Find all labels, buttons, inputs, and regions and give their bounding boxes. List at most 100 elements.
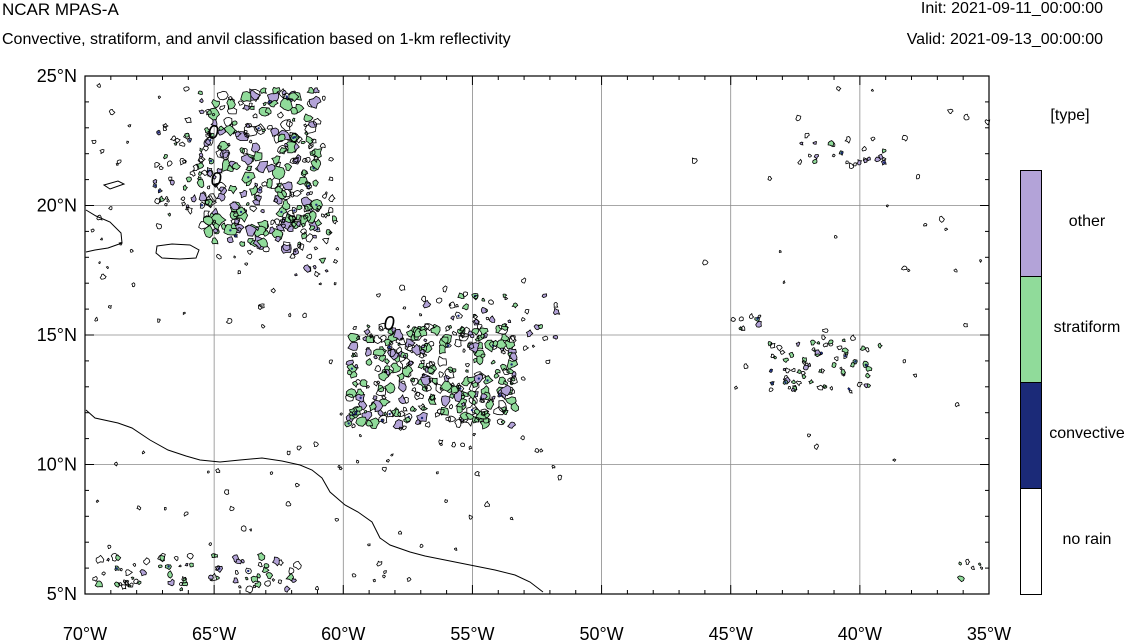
precip-cell bbox=[466, 402, 480, 417]
precip-cell bbox=[211, 219, 216, 225]
latitude-label: 20°N bbox=[37, 196, 77, 216]
precip-cell bbox=[808, 378, 815, 385]
precip-cell bbox=[378, 414, 388, 424]
precip-cell bbox=[796, 369, 802, 374]
precip-cell bbox=[285, 501, 292, 507]
latitude-label: 10°N bbox=[37, 455, 77, 475]
precip-cell bbox=[464, 362, 471, 368]
precip-cell bbox=[449, 393, 455, 400]
precip-cell bbox=[383, 411, 387, 417]
precip-cell bbox=[99, 273, 107, 280]
precip-cell bbox=[208, 574, 214, 580]
init-time: Init: 2021-09-11_00:00:00 bbox=[920, 0, 1103, 17]
precip-cell bbox=[184, 562, 189, 567]
precip-cell bbox=[811, 347, 816, 351]
precip-cell bbox=[877, 153, 884, 160]
precip-cell bbox=[314, 270, 321, 278]
precip-cell bbox=[386, 348, 399, 361]
precip-cell bbox=[243, 123, 259, 137]
precip-cell bbox=[300, 140, 306, 145]
precip-cell bbox=[768, 387, 774, 393]
precip-cell bbox=[266, 125, 273, 130]
precip-cell bbox=[239, 241, 246, 247]
precip-cell bbox=[485, 398, 495, 410]
precip-cell bbox=[289, 191, 295, 198]
precip-cell bbox=[440, 406, 449, 416]
precip-cell bbox=[532, 344, 536, 348]
precip-cell bbox=[454, 547, 458, 551]
graticule-grid bbox=[85, 76, 989, 594]
precip-cell bbox=[99, 149, 105, 155]
convective-core bbox=[258, 188, 261, 191]
precip-cell bbox=[260, 209, 265, 214]
precip-cell bbox=[291, 221, 297, 229]
precip-cell bbox=[203, 210, 210, 219]
precip-cell bbox=[290, 106, 298, 115]
precip-cell bbox=[944, 227, 949, 231]
precip-cell bbox=[500, 347, 504, 352]
precip-cell bbox=[399, 284, 406, 291]
precip-cell bbox=[398, 530, 403, 535]
precip-cell bbox=[219, 104, 226, 111]
precip-cell bbox=[419, 359, 425, 365]
precip-cell bbox=[318, 257, 327, 264]
precip-cell bbox=[187, 137, 193, 143]
precip-cell bbox=[509, 352, 518, 362]
longitude-label: 50°W bbox=[579, 624, 623, 641]
convective-core bbox=[756, 317, 759, 320]
precip-cell bbox=[383, 570, 388, 575]
precip-cell bbox=[305, 135, 314, 145]
precip-cell bbox=[204, 195, 218, 209]
precip-cell bbox=[790, 388, 796, 392]
precip-cell bbox=[473, 295, 479, 299]
precip-cell bbox=[375, 387, 386, 397]
precip-cell bbox=[206, 470, 210, 474]
precip-cell bbox=[865, 365, 873, 372]
precip-cell bbox=[425, 384, 432, 393]
precip-cell bbox=[164, 506, 167, 511]
precip-cell bbox=[182, 311, 186, 316]
precip-cell bbox=[286, 450, 291, 456]
precip-cell bbox=[430, 325, 441, 337]
precip-cell bbox=[249, 205, 258, 213]
precip-cell bbox=[167, 570, 173, 579]
precip-cell bbox=[557, 474, 563, 481]
precip-cell bbox=[300, 196, 313, 207]
precip-cell bbox=[365, 419, 373, 427]
convective-core bbox=[510, 363, 513, 366]
precip-cell bbox=[779, 349, 786, 355]
precip-cell bbox=[848, 389, 853, 394]
precip-cell bbox=[372, 578, 376, 583]
precip-cell bbox=[308, 95, 322, 109]
precip-cell bbox=[337, 464, 341, 469]
longitude-label: 35°W bbox=[967, 624, 1011, 641]
precip-cell bbox=[305, 233, 314, 243]
precip-cell bbox=[810, 339, 817, 346]
convective-core bbox=[234, 234, 237, 238]
precip-cell bbox=[435, 297, 443, 304]
precip-cell bbox=[472, 433, 476, 437]
precip-cell bbox=[285, 119, 293, 128]
precip-cell bbox=[196, 178, 205, 189]
precip-cell bbox=[98, 261, 101, 265]
precip-cell bbox=[335, 246, 340, 251]
precip-cell bbox=[438, 371, 445, 378]
precip-cell bbox=[203, 127, 211, 134]
precip-cell bbox=[493, 406, 507, 416]
precip-cell bbox=[339, 412, 343, 416]
precip-cell bbox=[256, 160, 269, 174]
precip-cell bbox=[979, 259, 983, 264]
precip-cell bbox=[216, 167, 223, 175]
convective-core bbox=[457, 314, 460, 317]
convective-core bbox=[157, 131, 160, 134]
precip-cell bbox=[212, 227, 219, 234]
precip-cell bbox=[836, 345, 843, 351]
precip-cell bbox=[373, 355, 378, 360]
convective-core bbox=[477, 377, 481, 380]
precip-cell bbox=[184, 206, 189, 211]
precip-cell bbox=[454, 418, 462, 428]
precip-cell bbox=[428, 377, 434, 383]
precip-cell bbox=[784, 367, 792, 374]
precip-cell bbox=[351, 573, 357, 578]
convective-core bbox=[285, 95, 288, 98]
